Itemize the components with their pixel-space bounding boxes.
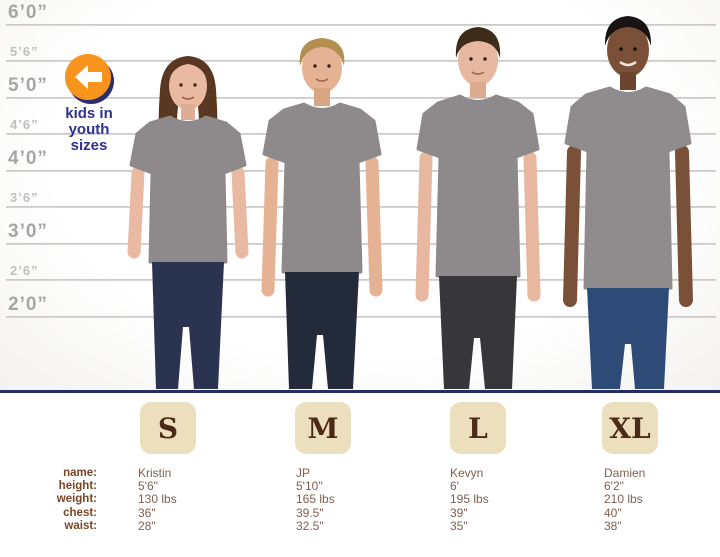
wall-line [6, 24, 716, 26]
left-arrow-icon [65, 54, 114, 104]
spec-col-jp: JP 5'10" 165 lbs 39.5" 32.5" [296, 466, 436, 533]
scale-label: 2’6” [10, 263, 39, 278]
scale-label: 5’0” [8, 75, 48, 96]
model-chest: 40" [604, 505, 622, 520]
model-chest: 36" [138, 505, 156, 520]
model-name: Damien [604, 466, 646, 480]
model-weight: 165 lbs [296, 492, 335, 507]
spec-row-labels: name: height: weight: chest: waist: [17, 467, 97, 533]
callout-line: youth [68, 121, 110, 138]
scale-label: 6’0” [8, 2, 48, 23]
model-waist: 38" [604, 518, 622, 533]
model-height: 5'10" [296, 479, 323, 494]
wall-line [6, 60, 716, 62]
row-label-height: height: [58, 480, 97, 493]
model-figure-kevyn [415, 27, 541, 389]
scale-label: 3’0” [8, 221, 48, 242]
model-figure-damien [563, 16, 693, 389]
spec-col-damien: Damien 6'2" 210 lbs 40" 38" [604, 466, 720, 533]
size-badge-s: S [140, 402, 196, 454]
height-scale-wall: 6’0” 5’6” 5’0” 4’6” 4’0” 3’6” 3’0” 2’6” … [0, 0, 720, 393]
model-waist: 32.5" [296, 518, 324, 533]
row-label-chest: chest: [63, 506, 97, 519]
model-weight: 210 lbs [604, 492, 643, 507]
floor-baseline [0, 390, 720, 393]
wall-line [6, 279, 716, 281]
wall-line [6, 316, 716, 318]
model-height: 5'6" [138, 479, 158, 494]
size-badge-m: M [295, 402, 351, 454]
row-label-waist: waist: [64, 519, 97, 532]
size-badge-xl: XL [602, 402, 658, 454]
spec-col-kevyn: Kevyn 6' 195 lbs 39" 35" [450, 466, 590, 533]
model-name: Kevyn [450, 466, 484, 480]
scale-label: 3’6” [10, 190, 39, 205]
spec-col-kristin: Kristin 5'6" 130 lbs 36" 28" [138, 466, 278, 533]
model-weight: 195 lbs [450, 492, 489, 507]
kids-youth-sizes-note: kids in youth sizes [46, 106, 132, 154]
model-chest: 39" [450, 505, 468, 520]
model-figure-kristin [127, 56, 249, 389]
callout-line: kids in [65, 105, 113, 122]
model-waist: 35" [450, 518, 468, 533]
scale-label: 4’6” [10, 117, 39, 132]
model-name: Kristin [138, 466, 172, 480]
wall-line [6, 97, 716, 99]
row-label-weight: weight: [56, 493, 97, 506]
model-figure-jp [261, 38, 383, 389]
model-name: JP [296, 466, 311, 480]
row-label-name: name: [63, 467, 97, 479]
model-height: 6' [450, 479, 459, 494]
scale-label: 4’0” [8, 148, 48, 169]
callout-line: sizes [70, 137, 108, 154]
model-waist: 28" [138, 518, 156, 533]
model-chest: 39.5" [296, 505, 324, 520]
wall-line [6, 170, 716, 172]
models-photo [127, 16, 693, 389]
model-weight: 130 lbs [138, 492, 177, 507]
scale-label: 5’6” [10, 44, 39, 59]
size-badge-l: L [450, 402, 506, 454]
scale-label: 2’0” [8, 294, 48, 315]
wall-line [6, 206, 716, 208]
model-height: 6'2" [604, 479, 624, 494]
